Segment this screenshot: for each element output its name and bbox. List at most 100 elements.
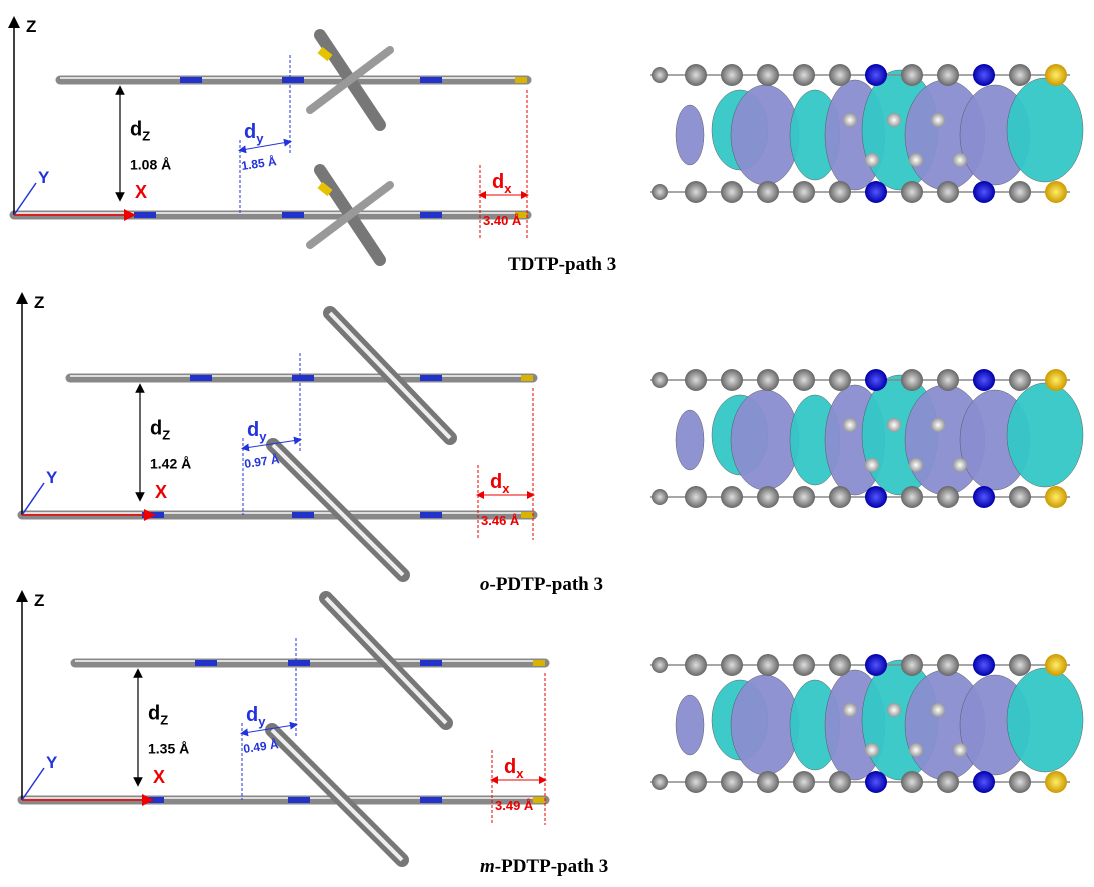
atom xyxy=(652,774,668,790)
symbol: d xyxy=(244,121,256,143)
dz-value: 1.08 Å xyxy=(130,157,171,173)
atom xyxy=(721,181,743,203)
atom xyxy=(973,486,995,508)
symbol: d xyxy=(492,171,504,193)
atom xyxy=(937,654,959,676)
atom xyxy=(793,486,815,508)
dz-value: 1.35 Å xyxy=(148,741,189,757)
atom xyxy=(937,369,959,391)
atom xyxy=(901,64,923,86)
orbital-lobe xyxy=(731,675,799,775)
atom xyxy=(901,486,923,508)
atom xyxy=(937,181,959,203)
hydrogen xyxy=(909,458,923,472)
atom xyxy=(865,181,887,203)
x-label: X xyxy=(155,482,167,502)
z-label: Z xyxy=(34,293,44,312)
atom xyxy=(793,654,815,676)
subscript: x xyxy=(504,181,512,196)
hydrogen xyxy=(953,458,967,472)
symbol: d xyxy=(148,703,160,725)
atom xyxy=(685,486,707,508)
atom xyxy=(865,369,887,391)
atom xyxy=(1009,771,1031,793)
atom xyxy=(973,771,995,793)
atom xyxy=(829,64,851,86)
subscript: Z xyxy=(162,428,170,443)
hydrogen xyxy=(931,113,945,127)
symbol: d xyxy=(150,418,162,440)
orbital-lobe xyxy=(676,695,704,755)
atom xyxy=(1045,486,1067,508)
atom xyxy=(793,771,815,793)
hydrogen xyxy=(887,418,901,432)
atom xyxy=(757,64,779,86)
atom xyxy=(829,486,851,508)
symbol: d xyxy=(504,756,516,778)
atom xyxy=(829,369,851,391)
hydrogen xyxy=(909,153,923,167)
atom xyxy=(652,184,668,200)
atom xyxy=(721,771,743,793)
atom xyxy=(652,489,668,505)
atom xyxy=(721,654,743,676)
atom xyxy=(829,181,851,203)
atom xyxy=(757,181,779,203)
atom xyxy=(973,64,995,86)
atom xyxy=(1045,369,1067,391)
subscript: y xyxy=(256,131,264,146)
atom xyxy=(829,654,851,676)
atom xyxy=(1009,64,1031,86)
hydrogen xyxy=(865,153,879,167)
atom xyxy=(1045,181,1067,203)
symbol: d xyxy=(247,419,259,441)
hydrogen xyxy=(843,703,857,717)
atom xyxy=(829,771,851,793)
hydrogen xyxy=(953,153,967,167)
caption: TDTP-path 3 xyxy=(508,254,616,275)
atom xyxy=(901,654,923,676)
orbital-lobe xyxy=(731,390,799,490)
atom xyxy=(937,486,959,508)
x-label: X xyxy=(135,182,147,202)
hydrogen xyxy=(887,113,901,127)
atom xyxy=(973,369,995,391)
subscript: y xyxy=(259,429,267,444)
atom xyxy=(1009,654,1031,676)
subscript: Z xyxy=(142,129,150,144)
hydrogen xyxy=(843,418,857,432)
atom xyxy=(757,486,779,508)
caption: m-PDTP-path 3 xyxy=(480,856,608,877)
atom xyxy=(793,369,815,391)
atom xyxy=(1045,64,1067,86)
symbol: d xyxy=(490,471,502,493)
atom xyxy=(685,181,707,203)
atom xyxy=(721,486,743,508)
hydrogen xyxy=(931,703,945,717)
atom xyxy=(1009,486,1031,508)
caption: o-PDTP-path 3 xyxy=(480,574,603,595)
atom xyxy=(685,654,707,676)
atom xyxy=(973,654,995,676)
atom xyxy=(685,64,707,86)
orbital-lobe xyxy=(676,410,704,470)
subscript: Z xyxy=(160,713,168,728)
caption-text: -PDTP-path 3 xyxy=(495,856,608,877)
atom xyxy=(652,67,668,83)
hydrogen xyxy=(843,113,857,127)
atom xyxy=(937,64,959,86)
hydrogen xyxy=(865,458,879,472)
atom xyxy=(865,486,887,508)
orbital-lobe xyxy=(731,85,799,185)
dx-value: 3.49 Å xyxy=(495,798,534,813)
symbol: d xyxy=(130,119,142,141)
x-label: X xyxy=(153,767,165,787)
atom xyxy=(721,64,743,86)
atom xyxy=(652,657,668,673)
hydrogen xyxy=(865,743,879,757)
atom xyxy=(1045,771,1067,793)
caption-prefix: m xyxy=(480,856,495,877)
caption-prefix: o xyxy=(480,574,490,595)
subscript: y xyxy=(258,714,266,729)
caption-text: TDTP-path 3 xyxy=(508,254,616,275)
